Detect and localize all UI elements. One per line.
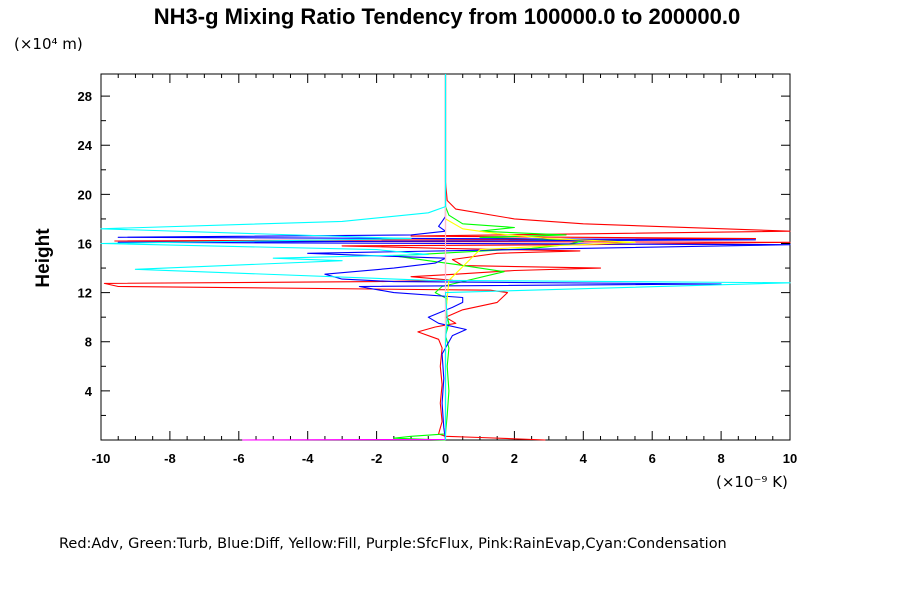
legend-text: Red:Adv, Green:Turb, Blue:Diff, Yellow:F…: [59, 536, 727, 552]
y-tick-label: 24: [78, 138, 93, 153]
x-tick-label: -10: [92, 451, 111, 466]
y-tick-label: 8: [85, 335, 92, 350]
y-tick-label: 20: [78, 187, 92, 202]
x-tick-label: -8: [164, 451, 176, 466]
x-tick-labels: -10 -8 -6 -4 -2 0 2 4 6 8 10: [92, 451, 798, 466]
x-tick-label: -2: [371, 451, 383, 466]
x-tick-label: 2: [511, 451, 518, 466]
chart-title: NH3-g Mixing Ratio Tendency from 100000.…: [154, 4, 740, 29]
y-tick-label: 16: [78, 236, 92, 251]
series-lines: [100, 74, 791, 441]
x-tick-label: 0: [442, 451, 449, 466]
x-tick-label: -6: [233, 451, 245, 466]
series-line-turb: [393, 74, 584, 441]
x-tick-label: 8: [717, 451, 724, 466]
y-tick-label: 28: [78, 89, 92, 104]
x-tick-label: -4: [302, 451, 314, 466]
x-unit-label: (×10⁻⁹ K): [716, 473, 788, 491]
series-line-diff: [117, 74, 791, 441]
y-unit-label: (×10⁴ m): [14, 35, 83, 53]
y-tick-label: 4: [85, 384, 93, 399]
x-tick-label: 6: [649, 451, 656, 466]
series-line-adv: [103, 74, 791, 441]
y-tick-label: 12: [78, 286, 92, 301]
y-axis-label: Height: [33, 228, 54, 288]
x-tick-label: 10: [783, 451, 797, 466]
y-tick-labels: 4 8 12 16 20 24 28: [78, 89, 93, 399]
series-line-condensation: [100, 74, 791, 440]
x-tick-label: 4: [580, 451, 588, 466]
